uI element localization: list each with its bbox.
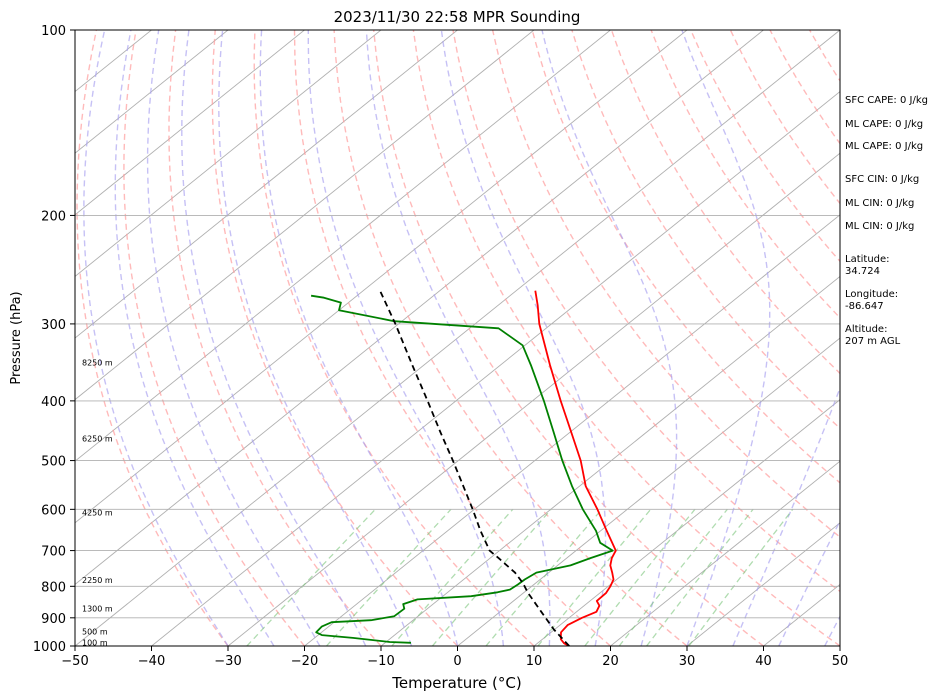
- side-panel-text: 207 m AGL: [845, 336, 901, 347]
- isotherm-line: [75, 30, 229, 154]
- y-axis: 100 200 300 400 500 600 700 800 900 1000: [33, 24, 75, 655]
- x-tick-label: 20: [602, 654, 619, 669]
- y-tick-label: 200: [41, 209, 66, 224]
- y-axis-label: Pressure (hPa): [9, 291, 24, 384]
- y-tick-label: 800: [41, 580, 66, 595]
- x-tick-label: −50: [61, 654, 88, 669]
- x-tick-label: 0: [453, 654, 461, 669]
- y-tick-label: 600: [41, 503, 66, 518]
- y-tick-label: 900: [41, 612, 66, 627]
- height-label: 2250 m: [82, 576, 113, 585]
- isotherm-line: [75, 30, 382, 277]
- isotherm-line: [75, 30, 688, 524]
- series-line-3: [379, 290, 570, 646]
- x-tick-label: −10: [367, 654, 394, 669]
- dry-adiabat-line: [293, 30, 611, 646]
- mixing-ratio-line: [431, 508, 552, 646]
- x-tick-label: 40: [755, 654, 772, 669]
- x-tick-label: 50: [832, 654, 849, 669]
- moist-adiabat-line: [259, 30, 459, 646]
- side-panel-text: Latitude:: [845, 254, 890, 265]
- dry-adiabat-line: [571, 30, 840, 430]
- mixing-ratio-line: [485, 508, 603, 646]
- isotherm-line: [150, 91, 840, 646]
- height-label: 1300 m: [82, 604, 113, 613]
- moist-adiabat-line: [365, 30, 551, 646]
- x-tick-label: −40: [138, 654, 165, 669]
- isotherm-line: [227, 152, 840, 646]
- x-axis-label: Temperature (°C): [391, 674, 521, 692]
- chart-title: 2023/11/30 22:58 MPR Sounding: [334, 8, 581, 26]
- isotherm-line: [75, 30, 612, 462]
- series-line-1: [534, 290, 617, 646]
- side-panel-text: Altitude:: [845, 324, 887, 335]
- height-label: 4250 m: [82, 508, 113, 517]
- y-tick-label: 700: [41, 545, 66, 560]
- dry-adiabat-line: [333, 30, 688, 646]
- moist-adiabat-line: [218, 30, 413, 646]
- isotherm-line: [609, 460, 840, 646]
- side-panel-text: -86.647: [845, 301, 884, 312]
- height-label: 8250 m: [82, 359, 113, 368]
- background-lines: [75, 30, 840, 646]
- moist-adiabat-line: [681, 30, 771, 646]
- isotherm-line: [533, 399, 840, 646]
- dry-adiabat-line: [76, 30, 229, 646]
- y-tick-label: 500: [41, 455, 66, 470]
- x-tick-label: −30: [214, 654, 241, 669]
- isotherm-line: [380, 275, 840, 646]
- sounding-profiles: [310, 290, 617, 646]
- dry-adiabat-line: [610, 30, 840, 375]
- isotherm-line: [75, 30, 840, 646]
- mixing-ratio-line: [391, 508, 514, 646]
- moist-adiabat-line: [146, 30, 321, 646]
- isotherm-line: [75, 30, 459, 339]
- dry-adiabat-line: [412, 30, 840, 646]
- x-tick-label: 10: [526, 654, 543, 669]
- side-panel-text: ML CIN: 0 J/kg: [845, 198, 914, 209]
- isotherm-line: [686, 522, 840, 646]
- y-tick-label: 400: [41, 395, 66, 410]
- dry-adiabat-line: [452, 30, 840, 593]
- moist-adiabat-line: [114, 30, 275, 646]
- moist-adiabat-line: [83, 30, 229, 646]
- side-panel-text: SFC CAPE: 0 J/kg: [845, 95, 928, 106]
- height-label: 500 m: [82, 627, 108, 636]
- isotherm-line: [456, 337, 840, 646]
- side-panel-text: ML CAPE: 0 J/kg: [845, 119, 923, 130]
- y-tick-label: 100: [41, 24, 66, 39]
- moist-adiabat-line: [181, 30, 367, 646]
- series-line-2: [310, 294, 614, 644]
- height-labels: 100 m 500 m 1300 m 2250 m 4250 m 6250 m 8250 m: [82, 359, 113, 648]
- dry-adiabat-line: [253, 30, 535, 646]
- mixing-ratio-line: [584, 508, 696, 646]
- moist-adiabat-line: [307, 30, 505, 646]
- dry-adiabat-line: [168, 30, 382, 646]
- y-tick-label: 1000: [33, 640, 66, 655]
- height-label: 100 m: [82, 639, 108, 648]
- dry-adiabat-line: [650, 30, 840, 319]
- isotherm-line: [75, 30, 535, 401]
- x-axis: −50 −40 −30 −20 −10 0 10 20 30 40 50: [61, 646, 848, 669]
- sounding-indices-panel: SFC CAPE: 0 J/kg ML CAPE: 0 J/kg ML CAPE: …: [845, 95, 928, 347]
- moist-adiabat-line: [732, 385, 840, 646]
- isotherm-line: [75, 30, 306, 216]
- isotherm-line: [75, 30, 765, 586]
- x-tick-label: −20: [291, 654, 318, 669]
- side-panel-text: SFC CIN: 0 J/kg: [845, 174, 919, 185]
- isotherm-line: [303, 214, 840, 646]
- side-panel-text: Longitude:: [845, 289, 898, 300]
- y-tick-label: 300: [41, 318, 66, 333]
- dry-adiabat-line: [123, 30, 306, 646]
- moist-adiabat-line: [440, 30, 607, 646]
- height-label: 6250 m: [82, 434, 113, 443]
- side-panel-text: ML CAPE: 0 J/kg: [845, 141, 923, 152]
- side-panel-text: 34.724: [845, 266, 880, 277]
- side-panel-text: ML CIN: 0 J/kg: [845, 221, 914, 232]
- x-tick-label: 30: [679, 654, 696, 669]
